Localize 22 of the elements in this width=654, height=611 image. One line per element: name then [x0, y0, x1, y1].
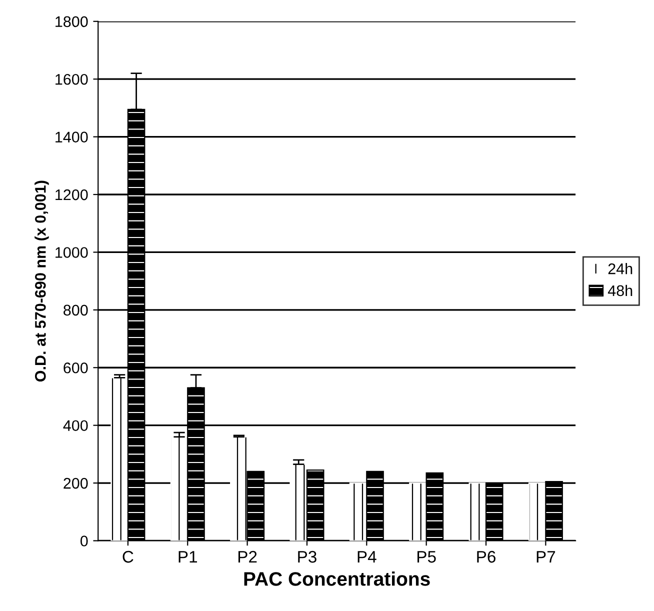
y-tick-label: 800 — [64, 304, 88, 316]
x-tick-label: P6 — [477, 550, 496, 563]
y-tick-label: 1600 — [56, 74, 88, 85]
x-tick-label: P1 — [178, 551, 197, 563]
x-tick-label: P7 — [536, 551, 556, 563]
y-tick-label: 0 — [80, 536, 88, 546]
y-tick-label: 1400 — [56, 132, 88, 142]
y-tick-label: 1200 — [56, 189, 88, 200]
x-tick-label: P5 — [418, 551, 436, 563]
x-axis-title: PAC Concentrations — [244, 572, 430, 586]
y-tick-label: 1000 — [56, 247, 88, 258]
x-tick-label: P2 — [238, 550, 257, 563]
x-tick-label: P3 — [298, 550, 316, 563]
x-tick-label: C — [122, 550, 134, 563]
y-tick-label: 1800 — [56, 16, 88, 28]
x-tick-label: P4 — [358, 551, 376, 563]
y-tick-label: 400 — [63, 420, 88, 432]
legend-label: 48h — [608, 284, 632, 296]
y-tick-label: 600 — [64, 362, 88, 374]
legend-label: 24h — [608, 263, 632, 274]
y-axis-title: O.D. at 570-690 nm (x 0,001) — [34, 180, 49, 382]
y-tick-label: 200 — [64, 478, 88, 489]
